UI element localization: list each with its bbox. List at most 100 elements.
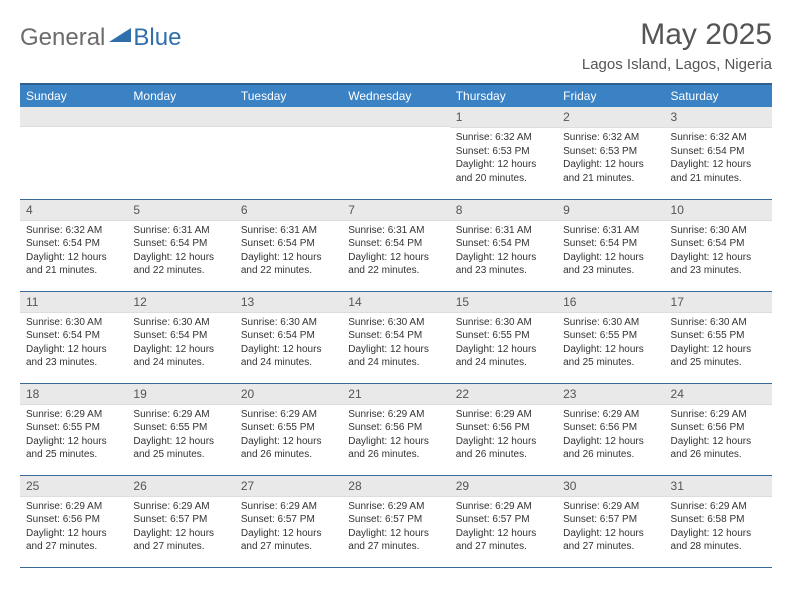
day-details: Sunrise: 6:29 AMSunset: 6:57 PMDaylight:…	[557, 497, 664, 558]
sunrise-text: Sunrise: 6:30 AM	[563, 316, 658, 330]
calendar-cell: 23Sunrise: 6:29 AMSunset: 6:56 PMDayligh…	[557, 383, 664, 475]
sunset-text: Sunset: 6:56 PM	[563, 421, 658, 435]
calendar-cell: 22Sunrise: 6:29 AMSunset: 6:56 PMDayligh…	[450, 383, 557, 475]
day-header: Saturday	[665, 84, 772, 107]
sunset-text: Sunset: 6:54 PM	[241, 329, 336, 343]
day-header: Thursday	[450, 84, 557, 107]
calendar-cell: 20Sunrise: 6:29 AMSunset: 6:55 PMDayligh…	[235, 383, 342, 475]
sunset-text: Sunset: 6:54 PM	[456, 237, 551, 251]
day-header: Tuesday	[235, 84, 342, 107]
day-details: Sunrise: 6:29 AMSunset: 6:57 PMDaylight:…	[127, 497, 234, 558]
daylight-text: Daylight: 12 hours and 23 minutes.	[563, 251, 658, 278]
sunset-text: Sunset: 6:54 PM	[26, 329, 121, 343]
day-details: Sunrise: 6:29 AMSunset: 6:56 PMDaylight:…	[450, 405, 557, 466]
day-number: 30	[557, 476, 664, 497]
day-details: Sunrise: 6:29 AMSunset: 6:57 PMDaylight:…	[235, 497, 342, 558]
day-details: Sunrise: 6:30 AMSunset: 6:55 PMDaylight:…	[665, 313, 772, 374]
sunset-text: Sunset: 6:53 PM	[456, 145, 551, 159]
day-details: Sunrise: 6:30 AMSunset: 6:54 PMDaylight:…	[235, 313, 342, 374]
day-details: Sunrise: 6:32 AMSunset: 6:53 PMDaylight:…	[450, 128, 557, 189]
daylight-text: Daylight: 12 hours and 23 minutes.	[26, 343, 121, 370]
sunrise-text: Sunrise: 6:29 AM	[671, 408, 766, 422]
day-number: 18	[20, 384, 127, 405]
month-title: May 2025	[582, 18, 772, 52]
day-number: 5	[127, 200, 234, 221]
day-details: Sunrise: 6:31 AMSunset: 6:54 PMDaylight:…	[235, 221, 342, 282]
daylight-text: Daylight: 12 hours and 24 minutes.	[456, 343, 551, 370]
day-details: Sunrise: 6:30 AMSunset: 6:55 PMDaylight:…	[557, 313, 664, 374]
day-number: 15	[450, 292, 557, 313]
sunset-text: Sunset: 6:54 PM	[671, 145, 766, 159]
day-details: Sunrise: 6:30 AMSunset: 6:54 PMDaylight:…	[20, 313, 127, 374]
calendar-head: SundayMondayTuesdayWednesdayThursdayFrid…	[20, 84, 772, 107]
sunrise-text: Sunrise: 6:31 AM	[456, 224, 551, 238]
day-number: 7	[342, 200, 449, 221]
day-number: 9	[557, 200, 664, 221]
sunset-text: Sunset: 6:57 PM	[563, 513, 658, 527]
day-details: Sunrise: 6:29 AMSunset: 6:58 PMDaylight:…	[665, 497, 772, 558]
day-number: 21	[342, 384, 449, 405]
sunrise-text: Sunrise: 6:32 AM	[563, 131, 658, 145]
daylight-text: Daylight: 12 hours and 26 minutes.	[563, 435, 658, 462]
sunrise-text: Sunrise: 6:31 AM	[348, 224, 443, 238]
day-details: Sunrise: 6:32 AMSunset: 6:54 PMDaylight:…	[665, 128, 772, 189]
sunrise-text: Sunrise: 6:29 AM	[133, 500, 228, 514]
calendar-cell: 12Sunrise: 6:30 AMSunset: 6:54 PMDayligh…	[127, 291, 234, 383]
day-details: Sunrise: 6:31 AMSunset: 6:54 PMDaylight:…	[127, 221, 234, 282]
sunrise-text: Sunrise: 6:30 AM	[241, 316, 336, 330]
day-number: 10	[665, 200, 772, 221]
sunset-text: Sunset: 6:53 PM	[563, 145, 658, 159]
sunset-text: Sunset: 6:57 PM	[241, 513, 336, 527]
day-details: Sunrise: 6:29 AMSunset: 6:55 PMDaylight:…	[235, 405, 342, 466]
calendar-cell	[20, 107, 127, 199]
sunset-text: Sunset: 6:54 PM	[26, 237, 121, 251]
calendar-cell: 24Sunrise: 6:29 AMSunset: 6:56 PMDayligh…	[665, 383, 772, 475]
sunset-text: Sunset: 6:57 PM	[133, 513, 228, 527]
day-number: 1	[450, 107, 557, 128]
day-number: 6	[235, 200, 342, 221]
calendar-week: 4Sunrise: 6:32 AMSunset: 6:54 PMDaylight…	[20, 199, 772, 291]
daylight-text: Daylight: 12 hours and 27 minutes.	[348, 527, 443, 554]
sunrise-text: Sunrise: 6:29 AM	[563, 408, 658, 422]
sunrise-text: Sunrise: 6:29 AM	[26, 408, 121, 422]
daylight-text: Daylight: 12 hours and 27 minutes.	[563, 527, 658, 554]
calendar-cell: 7Sunrise: 6:31 AMSunset: 6:54 PMDaylight…	[342, 199, 449, 291]
calendar-cell: 27Sunrise: 6:29 AMSunset: 6:57 PMDayligh…	[235, 475, 342, 567]
sunrise-text: Sunrise: 6:32 AM	[456, 131, 551, 145]
day-details: Sunrise: 6:29 AMSunset: 6:56 PMDaylight:…	[20, 497, 127, 558]
calendar-cell: 29Sunrise: 6:29 AMSunset: 6:57 PMDayligh…	[450, 475, 557, 567]
calendar-cell: 6Sunrise: 6:31 AMSunset: 6:54 PMDaylight…	[235, 199, 342, 291]
day-details: Sunrise: 6:30 AMSunset: 6:54 PMDaylight:…	[665, 221, 772, 282]
day-number: 2	[557, 107, 664, 128]
daylight-text: Daylight: 12 hours and 26 minutes.	[241, 435, 336, 462]
calendar-cell	[342, 107, 449, 199]
daylight-text: Daylight: 12 hours and 25 minutes.	[671, 343, 766, 370]
day-header: Friday	[557, 84, 664, 107]
daylight-text: Daylight: 12 hours and 24 minutes.	[133, 343, 228, 370]
calendar-cell: 17Sunrise: 6:30 AMSunset: 6:55 PMDayligh…	[665, 291, 772, 383]
day-number: 22	[450, 384, 557, 405]
day-details: Sunrise: 6:30 AMSunset: 6:54 PMDaylight:…	[342, 313, 449, 374]
sunrise-text: Sunrise: 6:30 AM	[456, 316, 551, 330]
day-details: Sunrise: 6:32 AMSunset: 6:54 PMDaylight:…	[20, 221, 127, 282]
sunrise-text: Sunrise: 6:31 AM	[563, 224, 658, 238]
daylight-text: Daylight: 12 hours and 27 minutes.	[133, 527, 228, 554]
sunset-text: Sunset: 6:55 PM	[241, 421, 336, 435]
title-block: May 2025 Lagos Island, Lagos, Nigeria	[582, 18, 772, 73]
daylight-text: Daylight: 12 hours and 25 minutes.	[133, 435, 228, 462]
day-number: 31	[665, 476, 772, 497]
day-number: 29	[450, 476, 557, 497]
sunrise-text: Sunrise: 6:30 AM	[26, 316, 121, 330]
day-number: 8	[450, 200, 557, 221]
calendar-cell: 11Sunrise: 6:30 AMSunset: 6:54 PMDayligh…	[20, 291, 127, 383]
calendar-cell: 3Sunrise: 6:32 AMSunset: 6:54 PMDaylight…	[665, 107, 772, 199]
day-details: Sunrise: 6:29 AMSunset: 6:56 PMDaylight:…	[665, 405, 772, 466]
calendar-week: 25Sunrise: 6:29 AMSunset: 6:56 PMDayligh…	[20, 475, 772, 567]
day-number	[20, 107, 127, 127]
calendar-cell: 1Sunrise: 6:32 AMSunset: 6:53 PMDaylight…	[450, 107, 557, 199]
sunrise-text: Sunrise: 6:31 AM	[241, 224, 336, 238]
sunrise-text: Sunrise: 6:32 AM	[671, 131, 766, 145]
sunrise-text: Sunrise: 6:30 AM	[671, 224, 766, 238]
sunrise-text: Sunrise: 6:29 AM	[348, 500, 443, 514]
sunrise-text: Sunrise: 6:29 AM	[456, 500, 551, 514]
